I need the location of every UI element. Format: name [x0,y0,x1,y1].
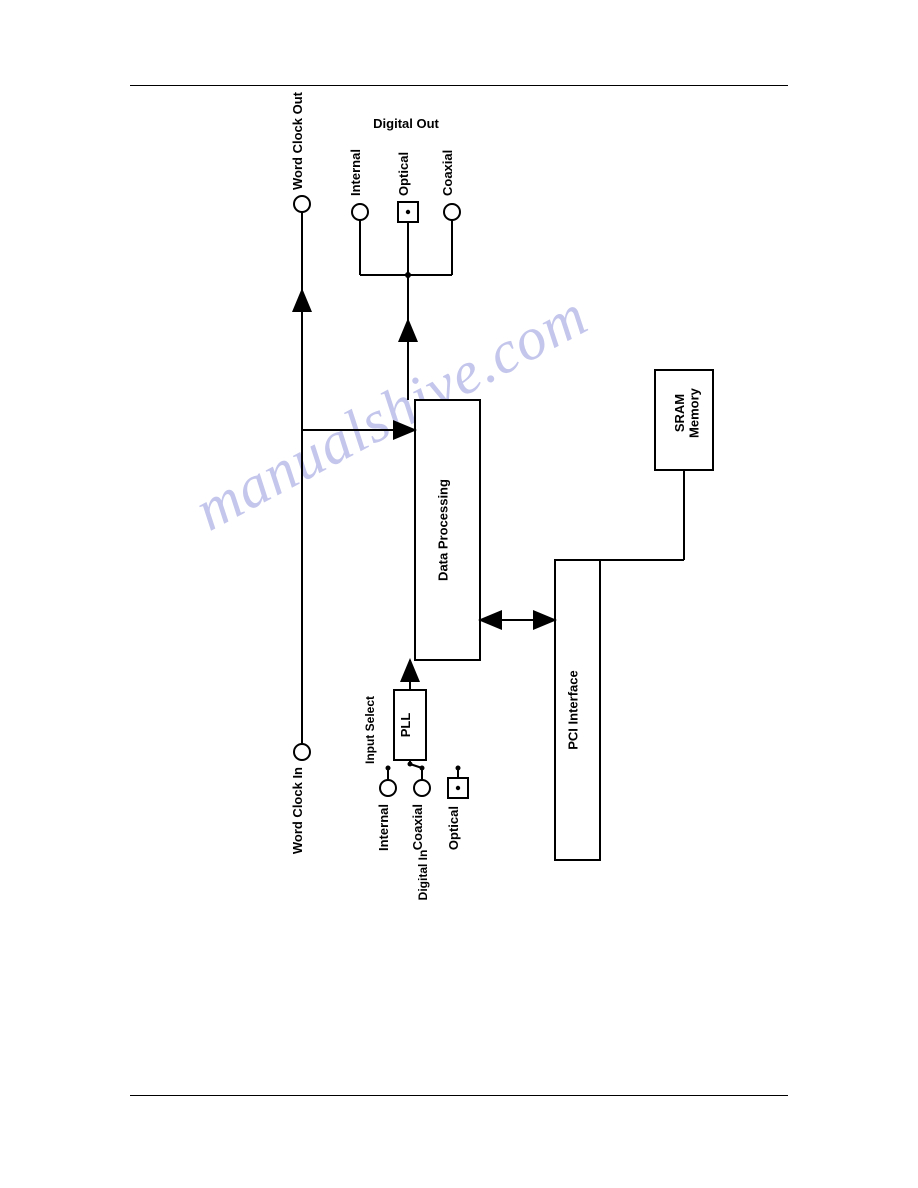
svg-text:Coaxial: Coaxial [410,804,425,850]
svg-text:Data Processing: Data Processing [436,479,451,581]
svg-text:Input Select: Input Select [363,696,377,764]
svg-text:Coaxial: Coaxial [440,150,455,196]
svg-text:Internal: Internal [348,149,363,196]
svg-text:Digital In: Digital In [416,850,430,901]
svg-text:Internal: Internal [376,804,391,851]
svg-text:Word Clock Out: Word Clock Out [290,91,305,190]
diagram-svg: Data Processing PLL PCI Interface SRAMMemor… [0,0,918,1188]
svg-text:Word Clock In: Word Clock In [290,767,305,854]
svg-text:Digital Out: Digital Out [373,116,439,131]
svg-text:PCI Interface: PCI Interface [566,670,581,749]
svg-text:Optical: Optical [396,152,411,196]
svg-text:SRAMMemory: SRAMMemory [672,387,701,438]
svg-text:Optical: Optical [446,806,461,850]
svg-text:PLL: PLL [398,713,413,738]
